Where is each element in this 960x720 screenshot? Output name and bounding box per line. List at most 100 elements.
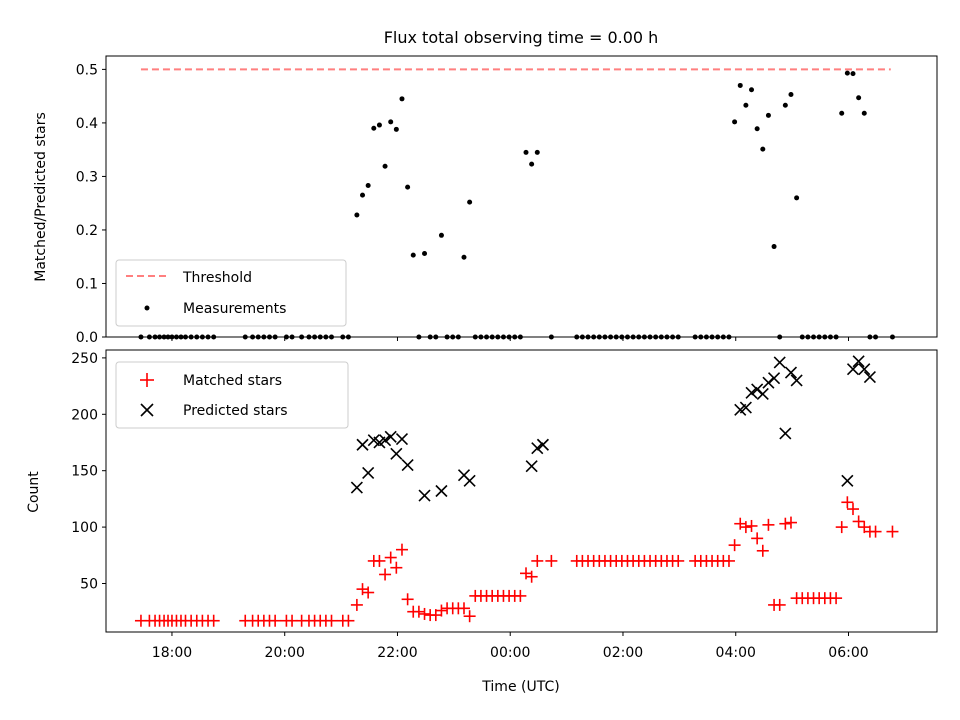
- matched-point: [751, 532, 764, 545]
- count-panel-frame: [105, 349, 938, 633]
- y-tick-label: 0.4: [76, 116, 98, 132]
- legend-threshold-label: Threshold: [182, 270, 252, 286]
- matched-point: [412, 605, 425, 618]
- matched-point: [672, 554, 685, 567]
- measurement-point: [861, 110, 867, 116]
- matched-point: [852, 515, 865, 528]
- matched-point: [869, 525, 882, 538]
- matched-point: [525, 570, 538, 583]
- measurement-point: [393, 126, 399, 132]
- count-x-ticks: 18:00 20:00 22:00 00:00 02:00 04:00 06:00: [152, 632, 869, 661]
- matched-point: [773, 598, 786, 611]
- y-tick-label: 0.1: [76, 276, 98, 292]
- predicted-point: [525, 460, 538, 473]
- matched-point: [846, 503, 859, 516]
- predicted-point: [846, 363, 860, 376]
- measurement-point: [365, 183, 371, 189]
- predicted-point: [531, 442, 544, 455]
- measurement-point: [732, 119, 738, 125]
- matched-point: [830, 592, 843, 605]
- x-tick-label: 18:00: [152, 645, 192, 661]
- measurement-point: [760, 146, 766, 152]
- legend-matched-label: Matched stars: [183, 373, 282, 389]
- count-y-ticks: 50 100 150 200 250: [71, 351, 106, 592]
- matched-point: [384, 551, 397, 564]
- predicted-point: [536, 438, 549, 451]
- ratio-legend: Threshold Measurements: [115, 259, 347, 327]
- legend-measurement-swatch: [144, 305, 150, 311]
- predicted-point: [463, 474, 476, 487]
- measurement-point: [467, 199, 473, 205]
- measurement-point: [782, 102, 788, 108]
- measurement-point: [743, 102, 749, 108]
- matched-point: [739, 521, 752, 534]
- predicted-point: [418, 489, 431, 502]
- ratio-panel: 0.0 0.1 0.2 0.3 0.4 0.5 Matched/Predicted sta…: [33, 55, 938, 346]
- matched-point: [784, 516, 797, 529]
- measurement-point: [523, 149, 529, 155]
- legend-predicted-swatch: [140, 403, 154, 417]
- matched-point: [395, 543, 408, 556]
- legend-measurements-label: Measurements: [183, 301, 286, 317]
- y-tick-label: 200: [71, 407, 98, 423]
- measurement-point: [360, 192, 366, 198]
- matched-point: [350, 598, 363, 611]
- count-marks: [134, 355, 899, 627]
- measurement-point: [844, 70, 850, 76]
- y-tick-label: 0.3: [76, 169, 98, 185]
- predicted-point: [779, 427, 792, 440]
- measurement-point: [839, 110, 845, 116]
- chart-title: Flux total observing time = 0.00 h: [384, 28, 659, 47]
- measurement-point: [438, 232, 444, 238]
- matched-point: [886, 525, 899, 538]
- x-tick-label: 02:00: [603, 645, 643, 661]
- predicted-point: [768, 372, 781, 385]
- measurement-point: [850, 71, 856, 77]
- measurement-point: [399, 96, 405, 102]
- predicted-point: [841, 474, 854, 487]
- predicted-point: [858, 363, 871, 376]
- measurement-point: [737, 82, 743, 88]
- measurement-point: [765, 112, 771, 118]
- matched-point: [362, 586, 375, 599]
- measurement-point: [856, 95, 862, 101]
- matched-point: [779, 517, 792, 530]
- count-panel: 50 100 150 200 250 18:00 20:00 22:00 00:00 02:00…: [26, 349, 938, 695]
- matched-point: [722, 554, 735, 567]
- predicted-point: [395, 433, 409, 446]
- count-legend-box: [115, 361, 349, 429]
- predicted-point: [756, 387, 769, 401]
- measurement-point: [771, 244, 777, 250]
- y-tick-label: 150: [71, 464, 98, 480]
- measurement-point: [410, 252, 416, 258]
- predicted-point: [401, 458, 414, 472]
- count-legend: Matched stars Predicted stars: [115, 361, 349, 429]
- legend-predicted-label: Predicted stars: [183, 403, 288, 419]
- predicted-point: [773, 356, 786, 369]
- count-y-axis-label: Count: [26, 471, 42, 513]
- y-tick-label: 0.2: [76, 223, 98, 239]
- predicted-point: [435, 484, 448, 498]
- x-tick-label: 20:00: [265, 645, 305, 661]
- measurement-point: [405, 184, 411, 190]
- matched-point: [463, 610, 476, 623]
- matched-point: [457, 602, 470, 615]
- predicted-point: [379, 434, 392, 447]
- predicted-point: [852, 355, 865, 368]
- measurement-point: [754, 126, 760, 132]
- matched-point: [325, 614, 338, 627]
- measurement-point: [376, 122, 382, 128]
- predicted-point: [362, 466, 375, 480]
- matched-point: [745, 519, 758, 532]
- legend-matched-swatch: [140, 373, 154, 387]
- predicted-point: [790, 374, 803, 387]
- measurement-point: [382, 163, 388, 169]
- measurement-point: [534, 149, 540, 155]
- predicted-point: [739, 401, 752, 414]
- x-tick-label: 00:00: [490, 645, 530, 661]
- x-axis-label: Time (UTC): [481, 679, 559, 695]
- matched-point: [207, 614, 220, 627]
- matched-point: [418, 607, 431, 620]
- measurement-point: [422, 251, 428, 257]
